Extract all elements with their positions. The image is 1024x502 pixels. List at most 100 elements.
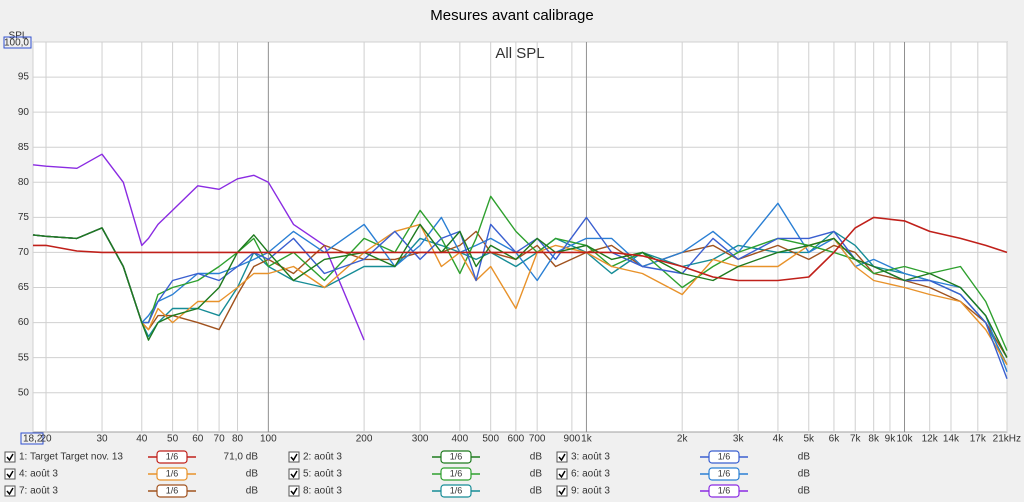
legend-label[interactable]: 2: août 3 (303, 452, 342, 463)
tick-label-box (20, 432, 44, 445)
legend-checkbox[interactable] (4, 468, 16, 480)
legend-readout: dB (530, 452, 543, 463)
legend-checkbox[interactable] (556, 451, 568, 463)
series-line (32, 223, 1008, 358)
smoothing-box[interactable] (156, 467, 188, 481)
tick-label-box (3, 36, 32, 49)
smoothing-label[interactable]: 1/6 (166, 485, 179, 495)
x-tick-label: 20 (40, 434, 52, 445)
smoothing-label[interactable]: 1/6 (450, 485, 463, 495)
legend-checkbox[interactable] (288, 451, 300, 463)
smoothing-box[interactable] (440, 467, 472, 481)
legend-checkmark[interactable] (6, 487, 14, 496)
y-tick-label: 85 (18, 142, 30, 153)
x-tick-label: 2k (677, 434, 689, 445)
smoothing-label[interactable]: 1/6 (166, 451, 179, 461)
smoothing-label[interactable]: 1/6 (450, 468, 463, 478)
series-line (32, 216, 1008, 379)
legend: 1: Target Target nov. 13 1/6 71,0 dB 2: aoû… (4, 450, 811, 498)
y-tick-label: 70 (18, 247, 30, 258)
legend-readout: dB (246, 486, 259, 497)
smoothing-box[interactable] (156, 484, 188, 498)
legend-checkbox[interactable] (556, 485, 568, 497)
legend-checkmark[interactable] (558, 470, 566, 479)
x-tick-label: 50 (167, 434, 179, 445)
x-tick-label: 8k (868, 434, 880, 445)
y-tick-label: 75 (18, 212, 30, 223)
legend-checkmark[interactable] (6, 470, 14, 479)
legend-label[interactable]: 6: août 3 (571, 469, 610, 480)
x-tick-label: 18,2 (23, 434, 43, 445)
y-tick-label: 65 (18, 282, 30, 293)
smoothing-box[interactable] (708, 484, 740, 498)
legend-label[interactable]: 5: août 3 (303, 469, 342, 480)
ticks: 100,0 95 90 85 80 75 70 65 60 55 50 18,220 30 40 50 60 7… (3, 36, 1021, 445)
x-tick-label: 5k (803, 434, 815, 445)
plot-area (32, 41, 1008, 433)
series-line (32, 227, 1008, 358)
smoothing-label[interactable]: 1/6 (718, 468, 731, 478)
series-line (33, 216, 1008, 282)
legend-checkmark[interactable] (6, 453, 14, 462)
legend-checkbox[interactable] (4, 451, 16, 463)
smoothing-box[interactable] (708, 450, 740, 464)
smoothing-box[interactable] (708, 467, 740, 481)
chart-title: Mesures avant calibrage (430, 7, 593, 24)
legend-readout: dB (246, 469, 259, 480)
legend-checkmark[interactable] (558, 453, 566, 462)
smoothing-label[interactable]: 1/6 (718, 451, 731, 461)
legend-readout: dB (530, 469, 543, 480)
x-tick-label: 12k (922, 434, 939, 445)
x-tick-label: 80 (232, 434, 244, 445)
legend-readout: dB (798, 486, 811, 497)
legend-label[interactable]: 3: août 3 (571, 452, 610, 463)
x-tick-label: 10k (896, 434, 913, 445)
legend-label[interactable]: 8: août 3 (303, 486, 342, 497)
legend-checkbox[interactable] (4, 485, 16, 497)
x-tick-label: 21kHz (993, 434, 1021, 445)
y-tick-label: 95 (18, 72, 30, 83)
smoothing-box[interactable] (440, 450, 472, 464)
legend-readout: 71,0 dB (224, 452, 259, 463)
legend-checkmark[interactable] (290, 470, 298, 479)
x-tick-label: 9k (885, 434, 897, 445)
series-lines (32, 153, 1008, 379)
legend-checkmark[interactable] (290, 453, 298, 462)
legend-checkbox[interactable] (288, 468, 300, 480)
legend-label[interactable]: 9: août 3 (571, 486, 610, 497)
y-tick-label: 90 (18, 107, 30, 118)
legend-checkmark[interactable] (290, 487, 298, 496)
x-tick-label: 600 (508, 434, 525, 445)
y-tick-label: 60 (18, 317, 30, 328)
smoothing-label[interactable]: 1/6 (450, 451, 463, 461)
x-tick-label: 17k (970, 434, 987, 445)
legend-checkmark[interactable] (558, 487, 566, 496)
smoothing-label[interactable]: 1/6 (166, 468, 179, 478)
x-tick-label: 900 (564, 434, 581, 445)
legend-label[interactable]: 1: Target Target nov. 13 (19, 452, 123, 463)
x-tick-label: 70 (214, 434, 226, 445)
x-tick-label: 60 (192, 434, 204, 445)
smoothing-box[interactable] (440, 484, 472, 498)
x-tick-label: 30 (96, 434, 108, 445)
x-tick-label: 14k (943, 434, 960, 445)
y-tick-label: 80 (18, 177, 30, 188)
y-tick-label: 100,0 (4, 38, 29, 49)
x-tick-label: 3k (733, 434, 745, 445)
legend-label[interactable]: 4: août 3 (19, 469, 58, 480)
x-tick-label: 400 (452, 434, 469, 445)
x-tick-label: 300 (412, 434, 429, 445)
legend-checkbox[interactable] (556, 468, 568, 480)
annotation: All SPL (495, 45, 544, 62)
smoothing-label[interactable]: 1/6 (718, 485, 731, 495)
x-tick-label: 40 (136, 434, 148, 445)
legend-readout: dB (798, 469, 811, 480)
x-tick-label: 500 (482, 434, 499, 445)
smoothing-box[interactable] (156, 450, 188, 464)
legend-checkbox[interactable] (288, 485, 300, 497)
x-tick-label: 200 (356, 434, 373, 445)
series-line (32, 223, 1008, 366)
y-tick-label: 55 (18, 352, 30, 363)
legend-label[interactable]: 7: août 3 (19, 486, 58, 497)
